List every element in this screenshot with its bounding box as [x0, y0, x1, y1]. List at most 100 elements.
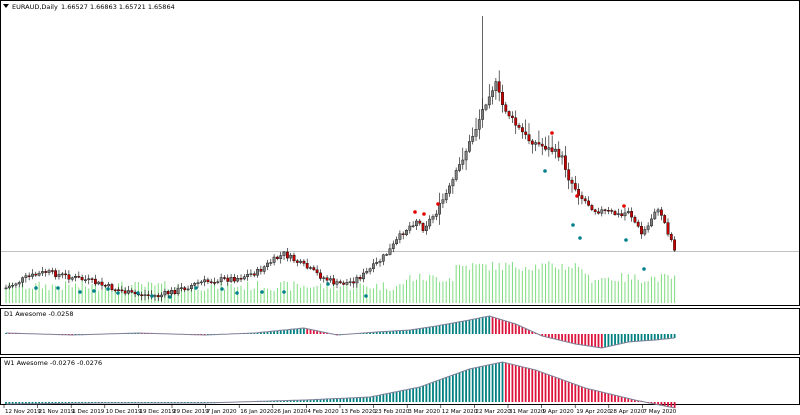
candle-body: [262, 266, 266, 272]
x-axis-date-label: 23 Feb 2020: [375, 409, 410, 415]
fractal-down-marker: [571, 223, 575, 227]
fractal-up-marker: [575, 194, 579, 198]
candle-body: [517, 125, 521, 128]
candle-body: [156, 295, 160, 298]
candle-body: [312, 267, 316, 270]
candle-body: [295, 260, 299, 263]
candle-body: [199, 281, 203, 284]
candle-body: [345, 282, 349, 285]
candle-body: [381, 254, 385, 262]
candle-body: [385, 254, 389, 256]
candle-body: [511, 115, 514, 118]
candle-body: [286, 251, 289, 259]
candle-body: [332, 278, 336, 285]
candle-body: [504, 104, 508, 112]
candle-body: [560, 155, 564, 158]
main-chart-pane[interactable]: [0, 0, 800, 306]
candle-body: [47, 270, 51, 273]
candle-body: [219, 277, 223, 283]
fractal-down-marker: [235, 291, 239, 295]
fractal-down-marker: [364, 294, 368, 298]
x-axis-date-label: 16 Jan 2020: [240, 409, 274, 415]
candle-body: [660, 209, 663, 216]
ohlc-readout: 1.66527 1.66863 1.65721 1.65864: [61, 3, 175, 11]
candle-body: [209, 281, 213, 283]
candle-body: [620, 213, 624, 217]
candle-body: [636, 221, 640, 227]
candle-body: [544, 145, 547, 150]
candle-body: [163, 291, 167, 296]
candle-body: [186, 288, 190, 291]
candle-body: [166, 291, 170, 295]
fractal-down-marker: [168, 295, 172, 299]
candle-body: [127, 290, 130, 294]
candle-body: [309, 267, 312, 269]
fractal-up-marker: [413, 210, 417, 214]
candle-body: [530, 140, 534, 145]
candle-body: [454, 170, 458, 180]
candle-body: [272, 256, 276, 263]
candle-body: [246, 274, 249, 277]
candle-body: [408, 225, 412, 231]
x-axis-date-label: 19 Dec 2019: [139, 409, 175, 415]
candle-body: [656, 209, 660, 213]
candlesticks: [4, 16, 677, 302]
candle-body: [415, 220, 418, 227]
candle-body: [640, 226, 643, 235]
fractal-up-marker: [422, 212, 426, 216]
candle-body: [249, 273, 253, 275]
candle-body: [484, 104, 488, 110]
candle-body: [494, 81, 498, 91]
fractal-up-marker: [550, 131, 554, 135]
candle-body: [481, 109, 484, 120]
candle-body: [41, 271, 44, 274]
candle-body: [550, 147, 554, 152]
candle-body: [315, 269, 319, 274]
candle-body: [626, 211, 630, 214]
candle-body: [289, 254, 293, 259]
candle-body: [418, 220, 422, 224]
candle-body: [179, 287, 183, 289]
x-axis-date-label: 1 Dec 2019: [72, 409, 105, 415]
candle-body: [477, 119, 481, 130]
candle-body: [203, 279, 206, 283]
candle-body: [570, 179, 574, 184]
fractal-down-marker: [92, 289, 96, 293]
candle-body: [27, 275, 31, 277]
candle-body: [292, 254, 296, 262]
candle-body: [474, 129, 478, 137]
candle-body: [143, 294, 147, 296]
candle-body: [630, 211, 634, 218]
candle-body: [113, 289, 117, 291]
w1-awesome-histogram: [5, 361, 676, 409]
x-axis-date-label: 31 Mar 2020: [509, 409, 545, 415]
candle-body: [610, 210, 614, 212]
fractal-down-marker: [543, 169, 547, 173]
d1-awesome-histogram: [5, 315, 676, 349]
candle-body: [597, 211, 600, 214]
candle-body: [603, 209, 607, 211]
candle-body: [54, 270, 58, 277]
triangle-down-icon[interactable]: [3, 4, 9, 8]
fractal-down-marker: [260, 290, 264, 294]
awesome-line: [6, 361, 675, 409]
candle-body: [299, 260, 302, 263]
fractal-up-marker: [622, 204, 626, 208]
candle-body: [507, 111, 511, 117]
symbol-title: EURAUD,Daily: [12, 3, 58, 11]
candle-body: [70, 277, 74, 280]
candle-body: [90, 278, 94, 280]
candle-body: [673, 239, 677, 251]
candle-body: [554, 148, 557, 152]
candle-body: [587, 200, 591, 206]
candle-body: [256, 269, 259, 276]
candle-body: [537, 142, 541, 145]
x-axis-date-label: 19 Apr 2020: [576, 409, 611, 415]
candle-body: [514, 117, 518, 126]
candle-body: [77, 276, 81, 278]
fractal-markers: [34, 131, 646, 299]
candle-body: [117, 289, 120, 291]
candle-body: [613, 211, 617, 215]
